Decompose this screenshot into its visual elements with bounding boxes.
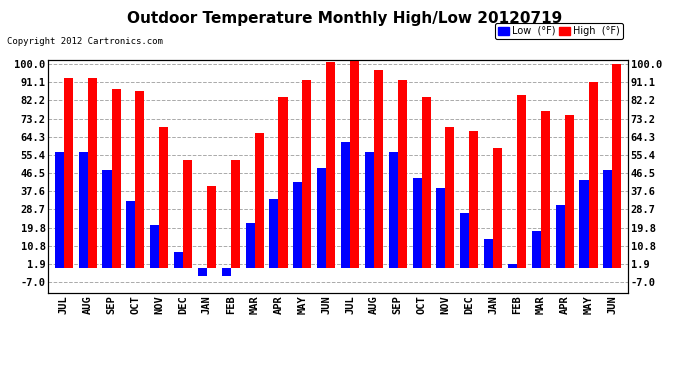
Bar [564,115,574,268]
Bar [603,170,613,268]
Bar [374,70,383,268]
Bar [150,225,159,268]
Bar [436,189,446,268]
Bar [246,223,255,268]
Bar [326,62,335,268]
Bar [365,152,374,268]
Bar [55,152,63,268]
Bar [102,170,112,268]
Bar [269,199,279,268]
Bar [517,94,526,268]
Bar [532,231,541,268]
Bar [422,97,431,268]
Bar [230,160,240,268]
Text: Copyright 2012 Cartronics.com: Copyright 2012 Cartronics.com [7,38,163,46]
Bar [126,201,135,268]
Bar [460,213,469,268]
Bar [589,82,598,268]
Bar [221,268,230,276]
Bar [135,91,144,268]
Bar [484,240,493,268]
Bar [159,127,168,268]
Bar [302,80,311,268]
Bar [317,168,326,268]
Bar [88,78,97,268]
Bar [279,97,288,268]
Bar [613,64,622,268]
Bar [469,131,478,268]
Bar [293,182,302,268]
Bar [580,180,589,268]
Text: Outdoor Temperature Monthly High/Low 20120719: Outdoor Temperature Monthly High/Low 201… [128,11,562,26]
Bar [198,268,207,276]
Bar [541,111,550,268]
Bar [63,78,73,268]
Bar [493,148,502,268]
Bar [255,134,264,268]
Bar [397,80,407,268]
Bar [207,186,216,268]
Legend: Low  (°F), High  (°F): Low (°F), High (°F) [495,23,623,39]
Bar [413,178,422,268]
Bar [183,160,192,268]
Bar [446,127,455,268]
Bar [350,58,359,268]
Bar [388,152,397,268]
Bar [174,252,183,268]
Bar [79,152,88,268]
Bar [112,88,121,268]
Bar [555,205,564,268]
Bar [341,142,350,268]
Bar [508,264,517,268]
